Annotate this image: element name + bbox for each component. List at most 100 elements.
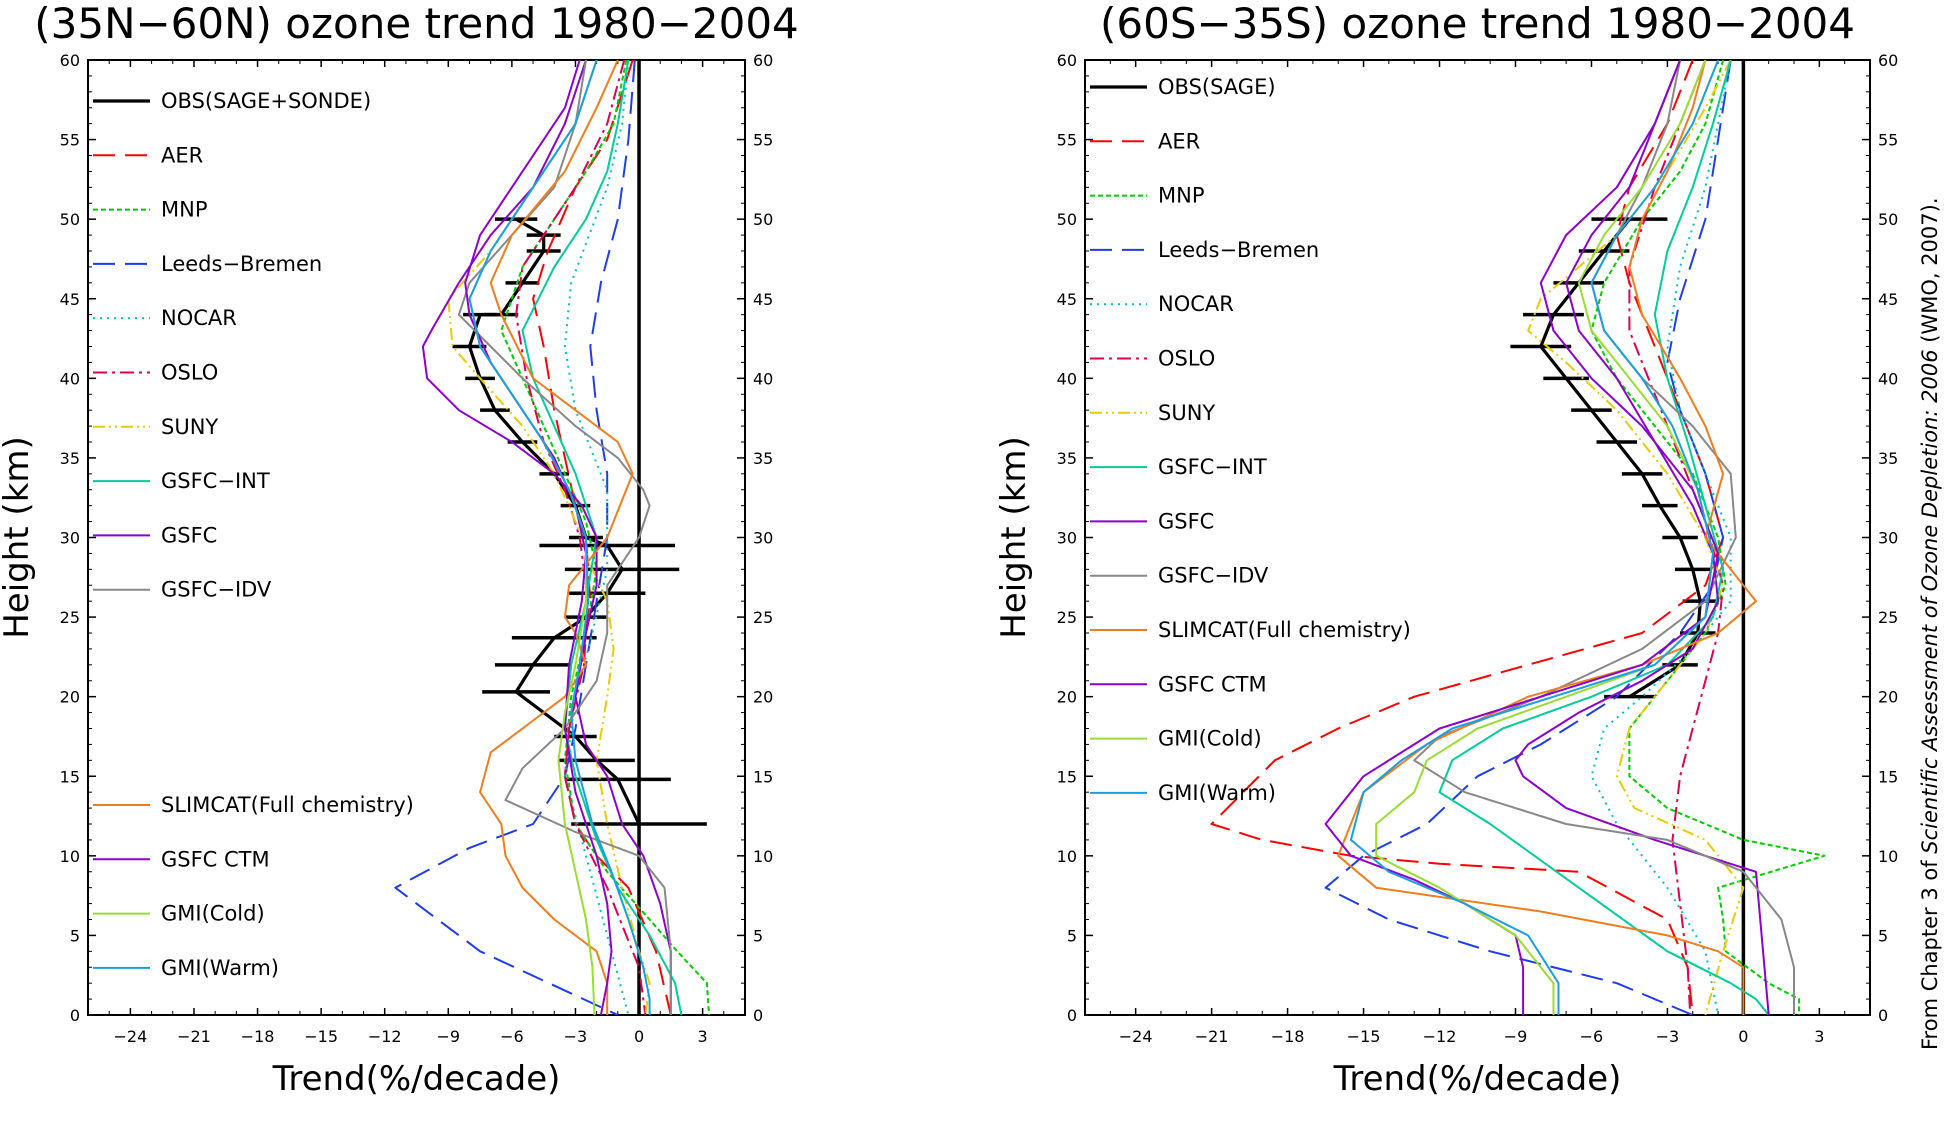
x-tick-label: −6 — [1580, 1027, 1604, 1046]
x-tick-label: −9 — [436, 1027, 460, 1046]
x-tick-label: −24 — [114, 1027, 148, 1046]
y-tick-label-left: 60 — [1057, 51, 1077, 70]
y-tick-label-right: 35 — [1878, 449, 1898, 468]
y-tick-label-left: 10 — [1057, 847, 1077, 866]
legend-label: OSLO — [1158, 347, 1215, 371]
y-tick-label-right: 60 — [1878, 51, 1898, 70]
legend-label: GSFC — [1158, 509, 1214, 533]
legend-label: GMI(Cold) — [1158, 727, 1262, 751]
legend-label: NOCAR — [1158, 292, 1234, 316]
legend-label: GSFC−INT — [1158, 455, 1267, 479]
legend-label: NOCAR — [161, 306, 237, 330]
y-tick-label-right: 15 — [753, 767, 773, 786]
y-tick-label-left: 15 — [60, 767, 80, 786]
y-tick-label-left: 0 — [70, 1006, 80, 1025]
series-line-obs-sage- — [1539, 218, 1702, 699]
x-tick-label: −18 — [241, 1027, 275, 1046]
x-tick-label: −15 — [304, 1027, 338, 1046]
series-line-gsfc-idv — [1413, 60, 1795, 1015]
legend-label: GMI(Warm) — [1158, 781, 1276, 805]
legend-label: OBS(SAGE) — [1158, 75, 1276, 99]
y-tick-label-left: 45 — [1057, 290, 1077, 309]
y-tick-label-left: 20 — [60, 688, 80, 707]
legend-label: GSFC−IDV — [161, 578, 272, 602]
y-tick-label-right: 0 — [1878, 1006, 1888, 1025]
x-tick-label: −3 — [1656, 1027, 1680, 1046]
y-tick-label-left: 35 — [1057, 449, 1077, 468]
y-tick-label-right: 30 — [1878, 529, 1898, 548]
legend-label: MNP — [161, 198, 208, 222]
legend-label: OSLO — [161, 361, 218, 385]
y-tick-label-right: 60 — [753, 51, 773, 70]
series-line-gmi-warm- — [468, 60, 651, 1015]
series-line-gsfc — [1514, 60, 1770, 1015]
y-tick-label-left: 55 — [60, 131, 80, 150]
y-tick-label-left: 50 — [60, 210, 80, 229]
x-tick-label: −15 — [1347, 1027, 1381, 1046]
x-tick-label: −21 — [1195, 1027, 1229, 1046]
chart-panel-sh: (60S−35S) ozone trend 1980−2004 −24 −21 −18… — [994, 0, 1898, 1099]
y-tick-label-right: 40 — [753, 369, 773, 388]
x-tick-label: −18 — [1271, 1027, 1305, 1046]
y-tick-label-right: 10 — [1878, 847, 1898, 866]
series-line-nocar — [563, 60, 630, 1015]
y-tick-label-left: 30 — [60, 529, 80, 548]
y-tick-label-right: 55 — [1878, 131, 1898, 150]
x-axis-label: Trend(%/decade) — [272, 1059, 561, 1099]
y-tick-label-left: 60 — [60, 51, 80, 70]
y-tick-label-right: 5 — [1878, 926, 1888, 945]
y-tick-label-right: 15 — [1878, 767, 1898, 786]
series-line-oslo — [1628, 60, 1725, 1015]
legend-label: SLIMCAT(Full chemistry) — [1158, 618, 1411, 642]
legend-label: GMI(Warm) — [161, 956, 279, 980]
x-tick-label: 0 — [634, 1027, 644, 1046]
y-tick-label-left: 10 — [60, 847, 80, 866]
y-axis-label: Height (km) — [0, 436, 37, 639]
y-axis-label: Height (km) — [994, 436, 1034, 639]
y-tick-label-left: 0 — [1067, 1006, 1077, 1025]
y-tick-label-right: 45 — [1878, 290, 1898, 309]
series-line-gsfc-ctm — [464, 60, 613, 1015]
y-tick-label-left: 40 — [60, 369, 80, 388]
series-line-mnp — [1590, 60, 1826, 1015]
x-tick-label: −12 — [368, 1027, 402, 1046]
y-tick-label-right: 55 — [753, 131, 773, 150]
series-line-gsfc — [421, 60, 672, 1015]
credit-note: From Chapter 3 of Scientific Assessment … — [1918, 197, 1942, 1050]
series-line-mnp — [500, 60, 710, 1015]
y-tick-label-left: 40 — [1057, 369, 1077, 388]
y-tick-label-left: 25 — [1057, 608, 1077, 627]
y-tick-label-left: 35 — [60, 449, 80, 468]
series-line-gsfc-int — [1438, 60, 1770, 1015]
y-tick-label-right: 20 — [1878, 688, 1898, 707]
x-tick-label: 3 — [698, 1027, 708, 1046]
series-line-slimcat-full-chemistry- — [1337, 60, 1757, 1015]
y-tick-label-right: 35 — [753, 449, 773, 468]
series-line-leeds-bremen — [394, 60, 636, 1015]
y-tick-label-left: 5 — [70, 926, 80, 945]
series-line-oslo — [515, 60, 647, 1015]
series-line-leeds-bremen — [1324, 60, 1732, 1015]
legend-label: GMI(Cold) — [161, 902, 265, 926]
y-tick-label-right: 5 — [753, 926, 763, 945]
chart-panel-nh: (35N−60N) ozone trend 1980−2004 −24 −21 −18… — [0, 0, 799, 1099]
y-tick-label-left: 50 — [1057, 210, 1077, 229]
y-tick-label-right: 30 — [753, 529, 773, 548]
x-tick-label: −6 — [500, 1027, 524, 1046]
legend-label: OBS(SAGE+SONDE) — [161, 89, 371, 113]
y-tick-label-left: 55 — [1057, 131, 1077, 150]
y-tick-label-left: 20 — [1057, 688, 1077, 707]
y-tick-label-left: 45 — [60, 290, 80, 309]
legend-label: AER — [161, 143, 203, 167]
y-tick-label-left: 5 — [1067, 926, 1077, 945]
x-tick-label: −24 — [1119, 1027, 1153, 1046]
legend-label: GSFC−IDV — [1158, 564, 1269, 588]
y-tick-label-left: 30 — [1057, 529, 1077, 548]
y-tick-label-right: 50 — [1878, 210, 1898, 229]
x-tick-label: −9 — [1504, 1027, 1528, 1046]
x-tick-label: −3 — [564, 1027, 588, 1046]
legend-label: SUNY — [161, 415, 218, 439]
series-group — [1210, 60, 1826, 1015]
legend-label: GSFC — [161, 523, 217, 547]
